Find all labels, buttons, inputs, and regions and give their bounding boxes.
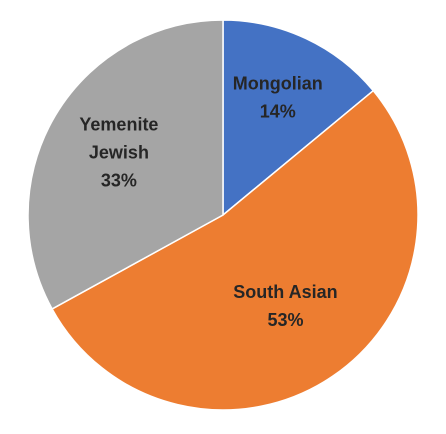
- pie-slice-label: Yemenite Jewish 33%: [79, 114, 158, 190]
- pie-slice-category-label: South Asian: [233, 282, 337, 302]
- pie-slices: [27, 19, 419, 411]
- pie-slice-category-label: Yemenite: [79, 114, 158, 134]
- pie-slice-label: Mongolian 14%: [233, 73, 323, 121]
- pie-slice-south-asian: [51, 89, 419, 411]
- pie-labels: Mongolian 14% South Asian 53% Yemenite Jewish…: [79, 73, 337, 329]
- pie-slice-value-label: 53%: [267, 310, 303, 330]
- pie-slice-category-label: Jewish: [89, 142, 149, 162]
- pie-slice-label: South Asian 53%: [233, 282, 337, 330]
- pie-slice-value-label: 33%: [101, 170, 137, 190]
- pie-slice-category-label: Mongolian: [233, 73, 323, 93]
- pie-slice-yemenite-jewish: [27, 19, 224, 310]
- pie-slice-mongolian: [222, 19, 375, 217]
- pie-slice-value-label: 14%: [260, 101, 296, 121]
